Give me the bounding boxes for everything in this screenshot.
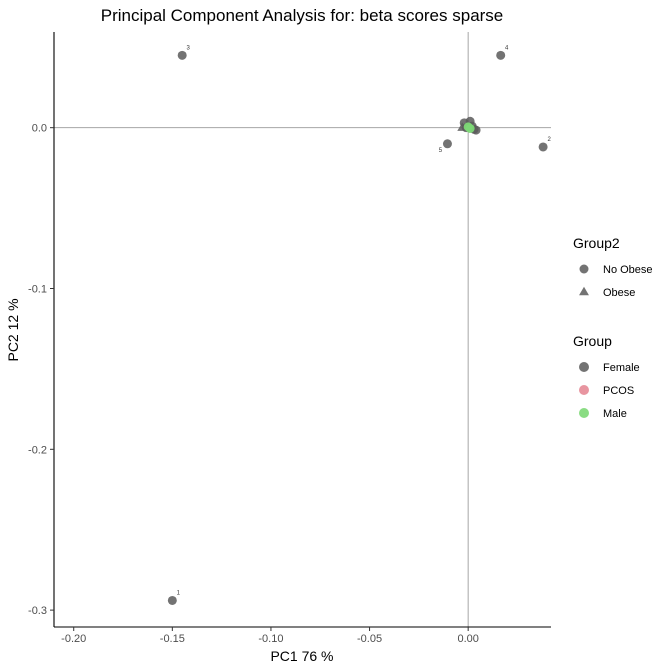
legend-key-triangle xyxy=(579,286,589,296)
data-point-female xyxy=(167,595,177,605)
data-point-female xyxy=(177,50,187,60)
legend-label: Male xyxy=(603,408,627,420)
y-tick-label: -0.2 xyxy=(28,444,47,456)
x-tick-label: -0.10 xyxy=(258,633,283,645)
point-label: 4 xyxy=(505,45,509,51)
legend-title: Group xyxy=(573,333,612,349)
plot-area: -0.20 -0.15 -0.10 -0.05 0.00 0.0 -0.1 -0.2 -0.3 3… xyxy=(28,32,551,645)
chart-title: Principal Component Analysis for: beta s… xyxy=(101,6,504,25)
x-tick-label: -0.05 xyxy=(357,633,382,645)
x-axis-title: PC1 76 % xyxy=(270,648,333,664)
legend: Group2 No Obese Obese Group Female PCOS Male xyxy=(573,235,653,420)
x-tick-label: -0.20 xyxy=(61,633,86,645)
data-point-male xyxy=(465,123,475,133)
legend-key-color xyxy=(579,385,589,395)
y-axis-title: PC2 12 % xyxy=(5,298,21,361)
legend-label: Obese xyxy=(603,287,635,299)
legend-label: PCOS xyxy=(603,385,634,397)
y-tick-label: 0.0 xyxy=(32,123,47,135)
data-point-female xyxy=(538,142,548,152)
legend-key-color xyxy=(579,362,589,372)
legend-key-color xyxy=(579,408,589,418)
data-point-female xyxy=(442,139,452,149)
point-label: 2 xyxy=(547,137,551,143)
legend-label: Female xyxy=(603,362,640,374)
y-tick-label: -0.1 xyxy=(28,283,47,295)
point-label: 5 xyxy=(439,148,443,154)
legend-key-circle xyxy=(579,264,589,274)
legend-title: Group2 xyxy=(573,235,620,251)
x-tick-label: 0.00 xyxy=(457,633,478,645)
x-tick-label: -0.15 xyxy=(160,633,185,645)
point-label: 3 xyxy=(187,45,191,51)
point-label: 1 xyxy=(177,590,181,596)
legend-label: No Obese xyxy=(603,264,653,276)
y-tick-label: -0.3 xyxy=(28,605,47,617)
data-point-female xyxy=(496,50,506,60)
